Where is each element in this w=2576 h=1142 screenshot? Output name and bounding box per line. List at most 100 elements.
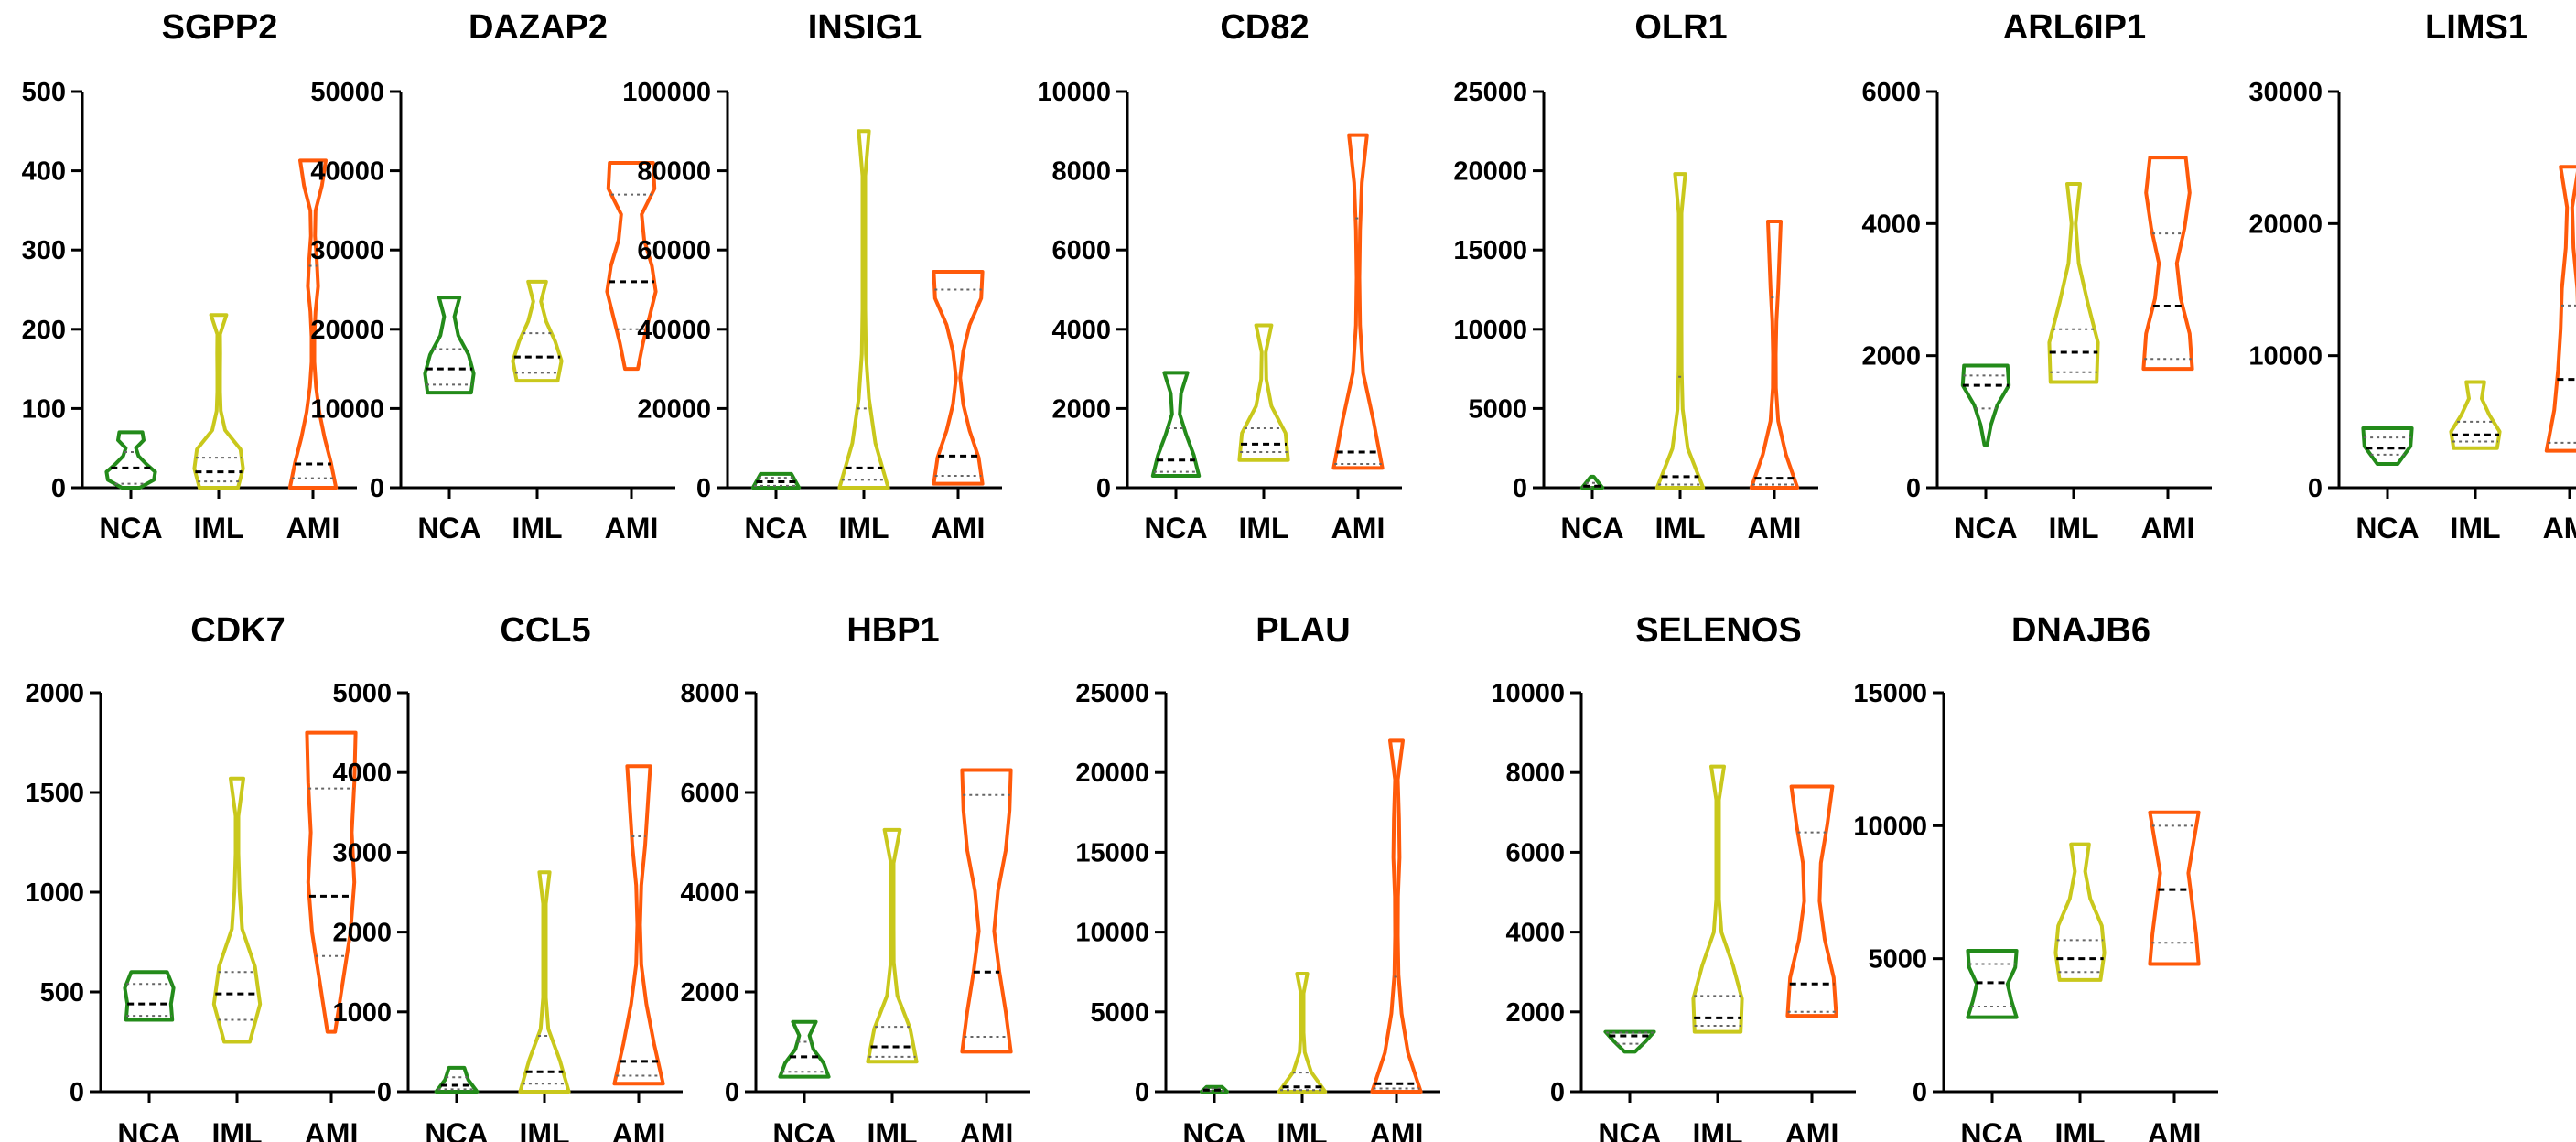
y-tick-label: 0 — [725, 1078, 739, 1107]
panel-title: CDK7 — [190, 611, 285, 650]
y-tick-label: 8000 — [1051, 157, 1111, 187]
violin-ami — [612, 764, 665, 1086]
x-tick-label: AMI — [2543, 512, 2576, 544]
violin-ami — [305, 730, 358, 1034]
panel-title: SGPP2 — [162, 8, 278, 47]
panel-title: PLAU — [1256, 611, 1350, 650]
y-tick-label: 100000 — [622, 78, 711, 107]
panel-hbp1: HBP1 0 2000 4000 6000 8000 NCA IML AMI — [680, 611, 1030, 1142]
x-tick-label: IML — [2048, 512, 2098, 544]
y-tick-label: 0 — [51, 474, 66, 503]
y-tick-label: 0 — [2308, 474, 2323, 503]
x-tick-label: NCA — [117, 1117, 180, 1142]
violin-ami — [605, 160, 658, 372]
x-tick-label: NCA — [772, 1117, 835, 1142]
y-tick-label: 3000 — [332, 838, 392, 867]
violin-nca — [2361, 426, 2414, 467]
violin-nca — [750, 471, 802, 490]
violin-nca — [434, 1065, 480, 1094]
panel-title: CCL5 — [500, 611, 590, 650]
y-tick-label: 5000 — [1868, 945, 1927, 975]
violin-iml — [2047, 182, 2100, 384]
y-tick-label: 20000 — [1075, 759, 1149, 788]
y-tick-label: 10000 — [310, 394, 384, 424]
y-tick-label: 0 — [1906, 474, 1921, 503]
y-tick-label: 4000 — [332, 759, 392, 788]
x-tick-label: AMI — [1331, 512, 1385, 544]
violin-ami — [2544, 165, 2576, 453]
panel-title: HBP1 — [846, 611, 939, 650]
y-tick-label: 4000 — [1051, 316, 1111, 345]
y-tick-label: 40000 — [637, 316, 711, 345]
x-tick-label: NCA — [2355, 512, 2419, 544]
violin-iml — [2053, 842, 2107, 982]
violin-ami — [932, 270, 985, 486]
violin-ami — [960, 768, 1013, 1054]
panel-cd82: CD82 0 2000 4000 6000 8000 10000 NCA IML AMI — [1037, 8, 1402, 544]
y-tick-label: 4000 — [680, 878, 739, 908]
x-tick-label: NCA — [1182, 1117, 1245, 1142]
y-tick-label: 6000 — [1861, 78, 1921, 107]
panel-selenos: SELENOS 0 2000 4000 6000 8000 10000 NCA IML AMI — [1491, 611, 1856, 1142]
violin-nca — [123, 970, 176, 1022]
panel-title: DAZAP2 — [469, 8, 608, 47]
panel-title: LIMS1 — [2425, 8, 2527, 47]
panel-title: SELENOS — [1635, 611, 1802, 650]
x-tick-label: IML — [193, 512, 243, 544]
y-tick-label: 500 — [40, 978, 84, 1007]
y-tick-label: 5000 — [332, 679, 392, 708]
violin-nca — [423, 296, 476, 395]
y-tick-label: 10000 — [1491, 679, 1565, 708]
x-tick-label: AMI — [2141, 512, 2195, 544]
violin-nca — [1150, 371, 1202, 479]
y-tick-label: 0 — [1096, 474, 1111, 503]
x-tick-label: NCA — [417, 512, 480, 544]
x-tick-label: NCA — [1144, 512, 1207, 544]
y-tick-label: 20000 — [2248, 210, 2323, 239]
panel-title: ARL6IP1 — [2003, 8, 2146, 47]
panel-title: INSIG1 — [808, 8, 922, 47]
x-tick-label: IML — [512, 512, 562, 544]
y-tick-label: 4000 — [1505, 919, 1565, 948]
violin-ami — [287, 158, 339, 490]
y-tick-label: 10000 — [1037, 78, 1111, 107]
x-tick-label: IML — [1692, 1117, 1742, 1142]
violin-iml — [1277, 971, 1328, 1094]
y-tick-label: 2000 — [25, 679, 84, 708]
y-tick-label: 6000 — [1051, 236, 1111, 265]
y-tick-label: 2000 — [1051, 394, 1111, 424]
violin-nca — [1960, 363, 2011, 447]
violin-nca — [1603, 1029, 1656, 1054]
panel-title: OLR1 — [1634, 8, 1727, 47]
y-tick-label: 300 — [22, 236, 66, 265]
x-tick-label: IML — [211, 1117, 262, 1142]
x-tick-label: IML — [1654, 512, 1705, 544]
y-tick-label: 20000 — [1453, 157, 1527, 187]
violin-iml — [1691, 764, 1744, 1034]
panel-lims1: LIMS1 0 10000 20000 30000 NCA IML AMI — [2248, 8, 2576, 544]
panel-dnajb6: DNAJB6 0 5000 10000 15000 NCA IML AMI — [1853, 611, 2218, 1142]
y-tick-label: 5000 — [1090, 998, 1149, 1028]
panel-title: CD82 — [1220, 8, 1309, 47]
violin-nca — [778, 1019, 831, 1079]
y-tick-label: 6000 — [1505, 838, 1565, 867]
x-tick-label: NCA — [99, 512, 162, 544]
violin-ami — [1785, 784, 1838, 1018]
x-tick-label: IML — [1277, 1117, 1327, 1142]
y-tick-label: 15000 — [1453, 236, 1527, 265]
y-tick-label: 30000 — [310, 236, 384, 265]
y-tick-label: 10000 — [2248, 342, 2323, 372]
x-tick-label: IML — [838, 512, 889, 544]
violin-iml — [2449, 380, 2502, 450]
panel-arl6ip1: ARL6IP1 0 2000 4000 6000 NCA IML AMI — [1861, 8, 2212, 544]
x-tick-label: AMI — [932, 512, 986, 544]
x-tick-label: AMI — [2148, 1117, 2202, 1142]
y-tick-label: 0 — [1135, 1078, 1149, 1107]
y-tick-label: 60000 — [637, 236, 711, 265]
violin-iml — [518, 870, 571, 1094]
y-tick-label: 100 — [22, 394, 66, 424]
y-tick-label: 15000 — [1853, 679, 1927, 708]
y-tick-label: 0 — [696, 474, 711, 503]
panel-sgpp2: SGPP2 0 100 200 300 400 500 NCA IML AMI — [22, 8, 357, 544]
